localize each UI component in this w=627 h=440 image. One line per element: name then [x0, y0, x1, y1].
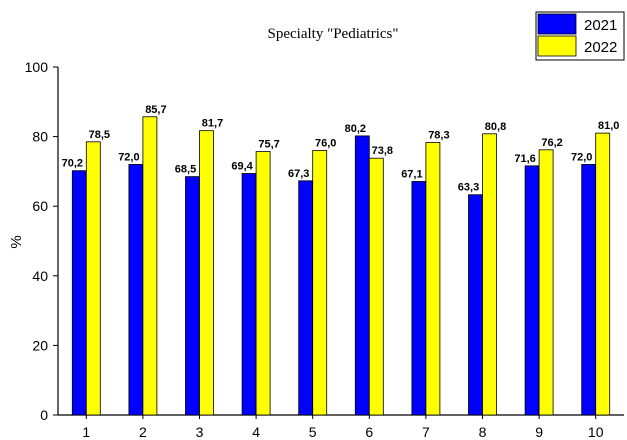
data-label-2021: 71,6	[514, 153, 535, 165]
x-tick-label: 9	[535, 424, 543, 440]
data-label-2022: 73,8	[372, 145, 393, 157]
bar-2021	[185, 176, 200, 416]
x-tick-label: 7	[422, 424, 430, 440]
x-tick-label: 2	[139, 424, 147, 440]
bar-2022	[595, 132, 611, 416]
x-tick-label: 10	[588, 424, 604, 440]
legend-swatch-2021	[537, 13, 577, 35]
bar-2022	[255, 151, 271, 416]
bar-2021	[354, 135, 370, 416]
legend-label-2021: 2021	[584, 17, 617, 34]
x-tick-label: 3	[196, 424, 204, 440]
data-label-2022: 85,7	[145, 104, 166, 116]
x-tick-label: 1	[82, 424, 90, 440]
bar-2022	[538, 149, 554, 416]
bar-2022	[368, 157, 384, 416]
data-label-2022: 76,2	[541, 137, 562, 149]
x-tick-label: 8	[479, 424, 487, 440]
bar-2022	[199, 130, 214, 416]
data-label-2021: 68,5	[175, 164, 196, 176]
data-label-2021: 72,0	[571, 151, 592, 163]
data-label-2021: 70,2	[62, 158, 83, 170]
y-axis-label: %	[8, 235, 25, 248]
y-tick-label: 20	[32, 337, 48, 353]
bar-2021	[524, 165, 540, 416]
y-tick-label: 0	[40, 407, 48, 423]
data-label-2021: 69,4	[231, 160, 253, 172]
data-label-2022: 80,8	[485, 121, 506, 133]
bar-2021	[468, 194, 483, 416]
x-tick-label: 6	[365, 424, 373, 440]
bar-2022	[85, 141, 101, 416]
bars: 70,2 78,5 72,0 85,7 68,5 81,7 69,4 75,7 67,3 76,0…	[62, 104, 619, 416]
data-label-2022: 75,7	[258, 139, 279, 151]
bar-2021	[71, 170, 87, 416]
data-label-2021: 63,3	[458, 182, 479, 194]
data-label-2021: 67,3	[288, 168, 309, 180]
bar-2022	[482, 133, 497, 416]
y-tick-label: 60	[32, 198, 48, 214]
axes: 0 20 40 60 80 100 1 2 3 4 5 6 7 8 9 10	[25, 59, 624, 440]
legend-label-2022: 2022	[584, 39, 617, 56]
data-label-2022: 81,7	[202, 118, 223, 130]
data-label-2021: 80,2	[345, 123, 366, 135]
bar-2021	[241, 173, 257, 416]
bar-2022	[142, 116, 158, 416]
legend-swatch-2022	[537, 35, 577, 57]
y-tick-label: 100	[25, 59, 49, 75]
legend: 2021 2022	[535, 11, 625, 61]
data-label-2022: 81,0	[598, 120, 619, 132]
y-tick-label: 80	[32, 129, 48, 145]
bar-2022	[425, 142, 441, 416]
y-tick-label: 40	[32, 268, 48, 284]
data-label-2022: 78,3	[428, 130, 449, 142]
chart-title: Specialty "Pediatrics"	[268, 26, 399, 42]
bar-2021	[128, 164, 144, 416]
bar-2021	[411, 181, 427, 416]
data-label-2021: 72,0	[118, 151, 139, 163]
bar-2021	[298, 180, 314, 416]
data-label-2021: 67,1	[401, 168, 422, 180]
data-label-2022: 76,0	[315, 138, 336, 150]
bar-2022	[312, 150, 328, 416]
data-label-2022: 78,5	[89, 129, 110, 141]
bar-2021	[581, 164, 597, 416]
x-tick-label: 5	[309, 424, 317, 440]
x-tick-label: 4	[252, 424, 260, 440]
